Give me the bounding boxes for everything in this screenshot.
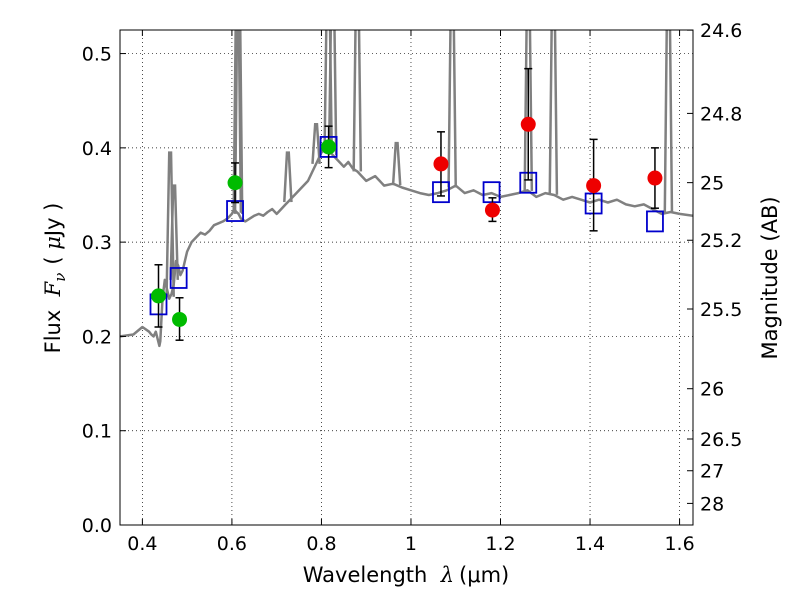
model-square-marker [482,181,501,204]
emission-line-spike [233,30,244,214]
y-tick-label: 0.4 [82,138,112,160]
y-tick-label: 0.5 [82,44,112,66]
x-tick-label: 1.4 [575,533,605,555]
mag-tick-label: 24.6 [700,20,742,42]
mag-tick-label: 24.8 [700,103,742,125]
y-tick-label: 0.1 [82,421,112,443]
mag-tick-label: 27 [700,461,724,483]
emission-line-spike [391,141,402,186]
x-tick-label: 1.6 [664,533,694,555]
data-layer [120,30,693,348]
plot-frame [119,29,694,526]
red-data-point [484,202,500,218]
red-data-point [647,170,663,186]
model-square-marker [169,267,188,289]
emission-line-spike [311,123,321,164]
y-tick-label: 0.2 [82,326,112,348]
green-data-point [227,175,243,191]
emission-line-spike [447,30,457,188]
x-axis-label: Wavelength λ (μm) [303,563,509,587]
emission-line-spike [523,30,534,191]
grid [120,30,693,525]
red-data-point [586,178,602,194]
green-data-point [172,311,188,327]
mag-tick-label: 25.5 [700,299,742,321]
emission-line-spike [169,184,179,280]
x-tick-label: 1 [405,533,417,555]
plot-background [120,30,693,525]
emission-line-spike [663,30,674,213]
mag-tick-label: 25.2 [700,230,742,252]
x-tick-label: 0.6 [217,533,247,555]
emission-line-spike [232,30,243,213]
x-tick-label: 0.4 [127,533,157,555]
green-data-point [150,288,166,304]
red-data-point [520,116,536,132]
y-tick-label: 0.3 [82,232,112,254]
model-square-marker [646,210,664,233]
y-tick-label: 0.0 [82,515,112,537]
ticks: 0.4 0.6 0.8 1 1.2 1.4 1.6 0.0 0.1 0.2 0.3 0.4 0.5 24.… [82,20,743,555]
y-axis-label-left: Flux Fν( μJy ) [41,203,69,354]
green-data-point [321,139,337,155]
emission-line-spike [327,30,338,155]
x-tick-label: 1.2 [485,533,515,555]
mag-tick-label: 26.5 [700,429,742,451]
x-tick-label: 0.8 [306,533,336,555]
mag-tick-label: 26 [700,379,724,401]
red-data-point [433,156,449,172]
mag-tick-label: 25 [700,173,724,195]
emission-line-spike [283,151,293,203]
y-axis-label-right: Magnitude (AB) [758,196,782,359]
emission-line-spike [548,30,559,195]
mag-tick-label: 28 [700,493,724,515]
emission-line-spike [352,30,363,172]
